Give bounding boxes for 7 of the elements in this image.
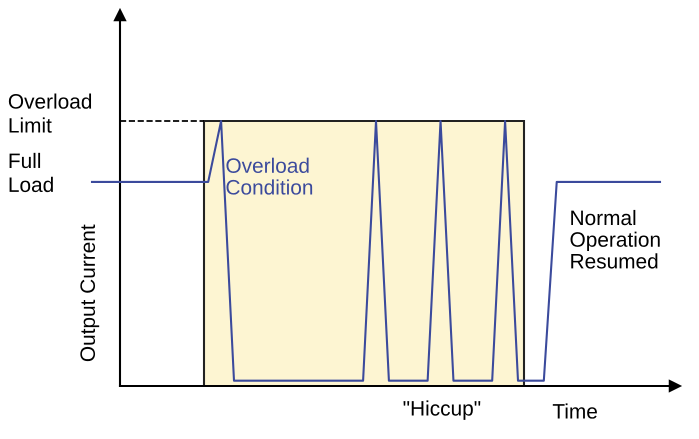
annotation: Overload Limit <box>8 93 92 133</box>
text: Full Load <box>10 152 53 192</box>
annotation: Overload Condition <box>226 158 312 195</box>
x-axis-title: Time <box>552 403 597 419</box>
text: "Hiccup" <box>404 400 480 420</box>
y-axis-title: Output Current <box>80 224 100 362</box>
annotation: Normal Operation Resumed <box>570 210 660 269</box>
